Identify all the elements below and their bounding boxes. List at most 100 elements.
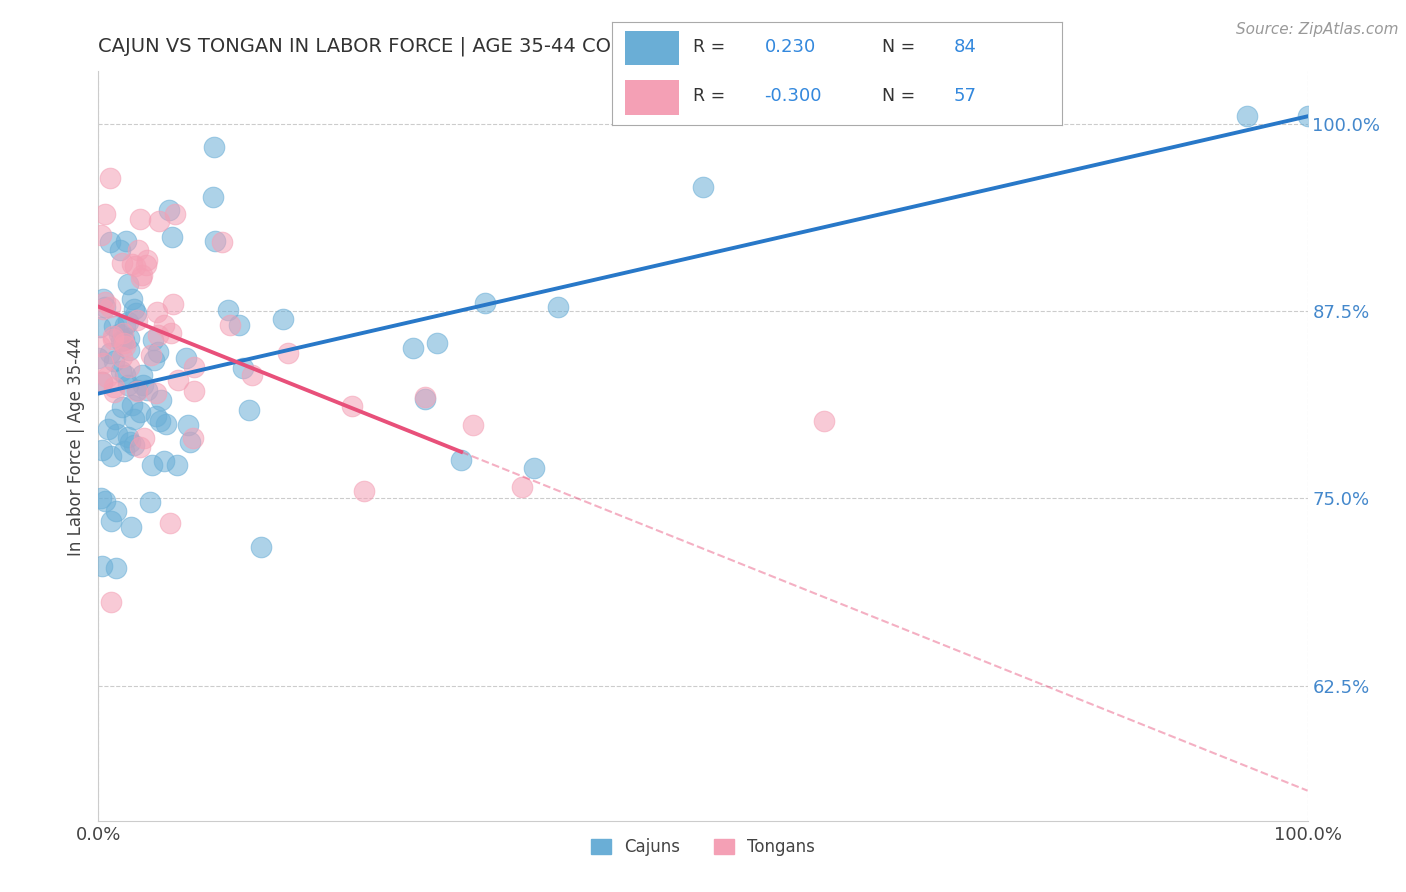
Point — [277, 346, 299, 360]
Text: N =: N = — [882, 38, 921, 56]
Point — [103, 353, 125, 368]
Point — [103, 319, 125, 334]
Text: Source: ZipAtlas.com: Source: ZipAtlas.com — [1236, 22, 1399, 37]
Point — [94, 494, 117, 508]
Point — [201, 190, 224, 204]
Point — [125, 306, 148, 320]
Point — [155, 417, 177, 431]
Point — [90, 227, 112, 242]
Point — [131, 368, 153, 382]
Point — [413, 392, 436, 406]
Point — [96, 370, 118, 384]
Text: 0.230: 0.230 — [765, 38, 815, 56]
Point — [204, 234, 226, 248]
Point — [122, 302, 145, 317]
Text: R =: R = — [693, 87, 730, 105]
Point — [426, 336, 449, 351]
Point — [413, 390, 436, 404]
Point — [110, 363, 132, 377]
Point — [101, 332, 124, 346]
Point — [474, 296, 496, 310]
Point — [121, 398, 143, 412]
Point — [90, 491, 112, 505]
Point — [97, 422, 120, 436]
Bar — [626, 79, 679, 114]
Point — [183, 384, 205, 399]
Point — [211, 235, 233, 249]
Point — [98, 171, 121, 186]
Text: N =: N = — [882, 87, 921, 105]
Text: -0.300: -0.300 — [765, 87, 823, 105]
Point — [353, 483, 375, 498]
Point — [148, 214, 170, 228]
Point — [112, 443, 135, 458]
Text: 84: 84 — [953, 38, 976, 56]
Point — [94, 207, 117, 221]
Point — [124, 260, 146, 274]
Point — [121, 257, 143, 271]
Point — [232, 360, 254, 375]
Point — [238, 402, 260, 417]
Point — [121, 292, 143, 306]
Point — [91, 375, 114, 389]
Point — [118, 434, 141, 449]
Point — [110, 401, 132, 415]
Point — [91, 302, 114, 317]
Point — [162, 297, 184, 311]
Point — [117, 315, 139, 329]
Legend: Cajuns, Tongans: Cajuns, Tongans — [582, 830, 824, 864]
Point — [143, 353, 166, 368]
Point — [219, 318, 242, 332]
Point — [139, 495, 162, 509]
Point — [114, 368, 136, 382]
Point — [402, 341, 425, 355]
Point — [125, 313, 148, 327]
Point — [157, 202, 180, 217]
Point — [547, 300, 569, 314]
Bar — [626, 30, 679, 65]
Point — [117, 277, 139, 291]
Point — [813, 414, 835, 428]
Point — [228, 318, 250, 332]
Point — [125, 384, 148, 398]
Point — [136, 383, 159, 397]
Point — [94, 301, 117, 315]
Point — [103, 380, 125, 394]
Point — [120, 519, 142, 533]
Point — [166, 373, 188, 387]
Point — [91, 292, 114, 306]
Point — [100, 450, 122, 464]
Point — [149, 414, 172, 428]
Point — [129, 440, 152, 454]
Point — [176, 351, 198, 365]
Point — [91, 356, 114, 370]
Point — [105, 427, 128, 442]
Point — [105, 561, 128, 575]
Point — [152, 454, 174, 468]
Text: 57: 57 — [953, 87, 977, 105]
Point — [110, 256, 132, 270]
Point — [148, 345, 170, 359]
Point — [240, 368, 263, 382]
Point — [141, 458, 163, 473]
Point — [115, 234, 138, 248]
Point — [176, 417, 198, 432]
Point — [145, 386, 167, 401]
Point — [110, 334, 132, 348]
Point — [112, 333, 135, 347]
Point — [510, 480, 533, 494]
Point — [118, 331, 141, 345]
Point — [125, 383, 148, 397]
Point — [112, 336, 135, 351]
Point — [181, 431, 204, 445]
Point — [271, 312, 294, 326]
Point — [136, 253, 159, 268]
Point — [122, 411, 145, 425]
Point — [523, 461, 546, 475]
Y-axis label: In Labor Force | Age 35-44: In Labor Force | Age 35-44 — [67, 336, 86, 556]
Point — [91, 376, 114, 390]
Point — [149, 392, 172, 407]
Point — [204, 140, 226, 154]
Point — [117, 430, 139, 444]
Point — [159, 326, 181, 340]
